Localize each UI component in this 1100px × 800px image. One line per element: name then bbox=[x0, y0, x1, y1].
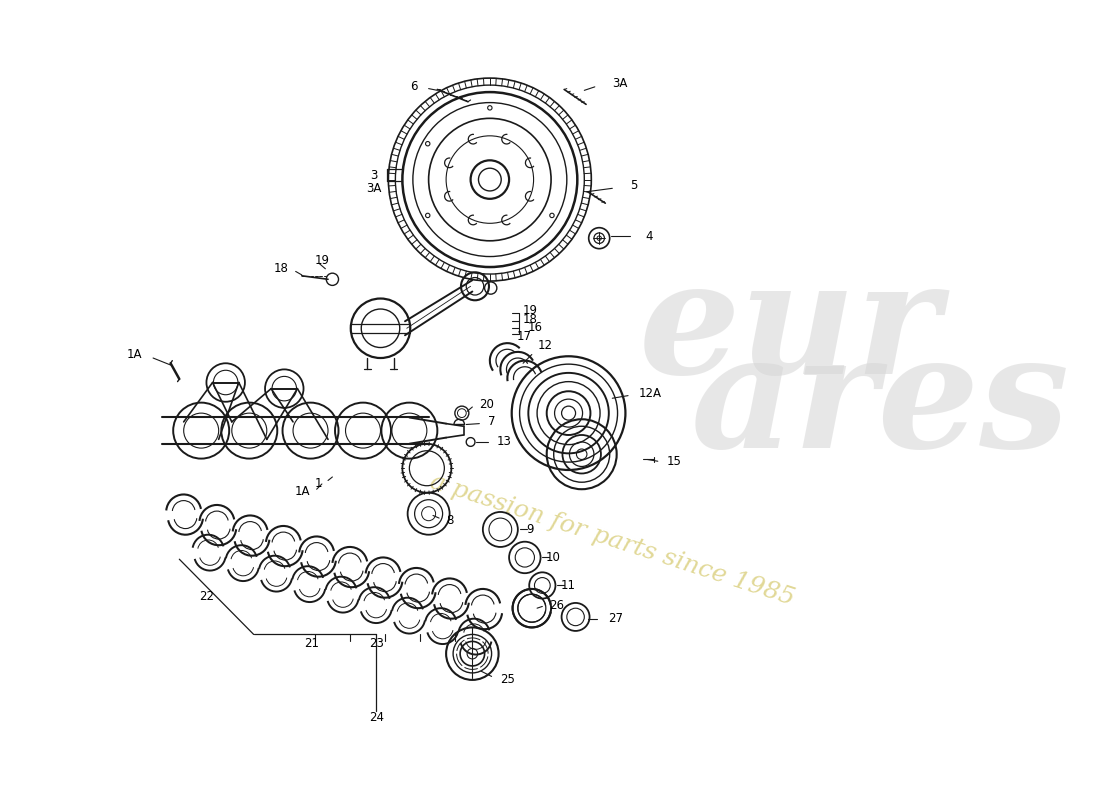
Text: a passion for parts since 1985: a passion for parts since 1985 bbox=[427, 470, 798, 610]
Text: 19: 19 bbox=[315, 254, 330, 266]
Text: 16: 16 bbox=[528, 321, 542, 334]
Text: 27: 27 bbox=[608, 612, 623, 625]
Text: 4: 4 bbox=[646, 230, 653, 243]
Text: 24: 24 bbox=[368, 711, 384, 724]
Text: 1A: 1A bbox=[295, 486, 310, 498]
Text: 25: 25 bbox=[500, 674, 515, 686]
Text: 3A: 3A bbox=[613, 77, 628, 90]
Text: eur: eur bbox=[639, 253, 940, 407]
Text: 15: 15 bbox=[667, 454, 681, 468]
Text: 12A: 12A bbox=[639, 387, 661, 400]
Text: 1A: 1A bbox=[126, 348, 142, 361]
Text: 5: 5 bbox=[630, 179, 637, 192]
Text: 3A: 3A bbox=[366, 182, 382, 195]
Text: 13: 13 bbox=[497, 435, 512, 449]
Text: 12: 12 bbox=[538, 339, 553, 352]
Text: 17: 17 bbox=[517, 330, 532, 342]
Text: 8: 8 bbox=[447, 514, 453, 527]
Text: 7: 7 bbox=[488, 415, 496, 428]
Text: 20: 20 bbox=[480, 398, 494, 411]
Text: 26: 26 bbox=[549, 599, 564, 612]
Text: 10: 10 bbox=[546, 551, 560, 564]
Text: 18: 18 bbox=[522, 313, 537, 326]
Text: 3: 3 bbox=[371, 169, 378, 182]
Text: 18: 18 bbox=[274, 262, 288, 275]
Text: 22: 22 bbox=[199, 590, 214, 603]
Text: 1: 1 bbox=[315, 477, 322, 490]
Text: 6: 6 bbox=[410, 80, 418, 94]
Text: ares: ares bbox=[691, 327, 1070, 482]
Text: 19: 19 bbox=[522, 304, 537, 318]
Text: 11: 11 bbox=[560, 579, 575, 592]
Text: 21: 21 bbox=[304, 637, 319, 650]
Text: 9: 9 bbox=[526, 523, 534, 536]
Text: 23: 23 bbox=[368, 637, 384, 650]
